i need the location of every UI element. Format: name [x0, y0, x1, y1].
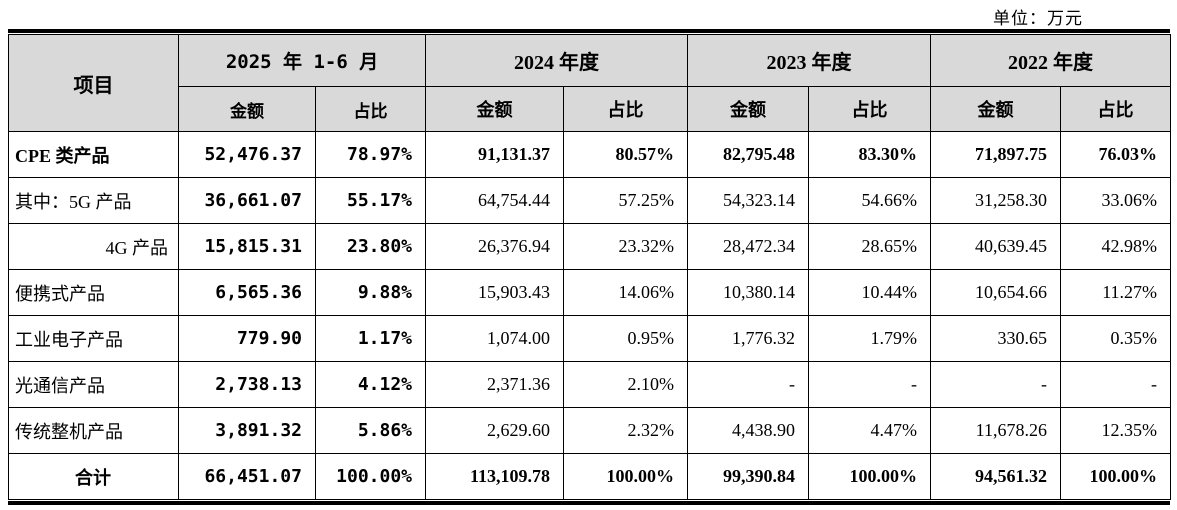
table-row-total: 合计 66,451.07 100.00% 113,109.78 100.00% …	[8, 453, 1172, 500]
subheader-amount-2025: 金额	[178, 86, 316, 132]
row-label: 工业电子产品	[8, 315, 179, 362]
table-cell: 42.98%	[1060, 223, 1172, 270]
table-cell: 78.97%	[314, 131, 427, 178]
table-cell: 1.79%	[808, 315, 932, 362]
header-period-2024: 2024 年度	[425, 34, 689, 87]
revenue-table-container: 项目 2025 年 1-6 月 2024 年度 2023 年度 2022 年度 …	[8, 29, 1172, 505]
table-cell: 11.27%	[1060, 269, 1172, 316]
product-revenue-table: 项目 2025 年 1-6 月 2024 年度 2023 年度 2022 年度 …	[8, 34, 1172, 500]
subheader-amount-2023: 金额	[687, 86, 810, 132]
table-cell: 2.32%	[563, 407, 689, 454]
table-cell: 80.57%	[563, 131, 689, 178]
subheader-amount-2024: 金额	[425, 86, 565, 132]
table-cell: 12.35%	[1060, 407, 1172, 454]
header-period-2022: 2022 年度	[930, 34, 1172, 87]
table-row-optical: 光通信产品 2,738.13 4.12% 2,371.36 2.10% - - …	[8, 361, 1172, 408]
table-cell: 15,903.43	[425, 269, 565, 316]
table-cell: 23.32%	[563, 223, 689, 270]
table-cell: 54.66%	[808, 177, 932, 224]
table-cell: 10,654.66	[930, 269, 1062, 316]
table-cell: 54,323.14	[687, 177, 810, 224]
table-cell: 82,795.48	[687, 131, 810, 178]
table-cell: 2.10%	[563, 361, 689, 408]
table-cell: 100.00%	[1060, 453, 1172, 500]
subheader-ratio-2025: 占比	[314, 86, 427, 132]
table-cell: -	[687, 361, 810, 408]
table-row-portable: 便携式产品 6,565.36 9.88% 15,903.43 14.06% 10…	[8, 269, 1172, 316]
header-period-2025: 2025 年 1-6 月	[177, 34, 427, 87]
unit-label: 单位：万元	[993, 9, 1083, 28]
table-cell: 64,754.44	[425, 177, 565, 224]
row-label: 4G 产品	[8, 223, 179, 270]
table-cell: 28.65%	[808, 223, 932, 270]
table-cell: 0.95%	[563, 315, 689, 362]
table-cell: 40,639.45	[930, 223, 1062, 270]
table-cell: 10.44%	[808, 269, 932, 316]
table-cell: 4.12%	[314, 361, 427, 408]
table-cell: 15,815.31	[178, 223, 316, 270]
table-cell: 5.86%	[314, 407, 427, 454]
header-period-2023: 2023 年度	[687, 34, 932, 87]
table-cell: 1,074.00	[425, 315, 565, 362]
table-cell: 11,678.26	[930, 407, 1062, 454]
table-cell: 1.17%	[314, 315, 427, 362]
table-row-industrial: 工业电子产品 779.90 1.17% 1,074.00 0.95% 1,776…	[8, 315, 1172, 362]
table-cell: 2,629.60	[425, 407, 565, 454]
table-cell: 330.65	[930, 315, 1062, 362]
table-cell: 2,738.13	[178, 361, 316, 408]
table-row-5g: 其中：5G 产品 36,661.07 55.17% 64,754.44 57.2…	[8, 177, 1172, 224]
table-cell: 91,131.37	[425, 131, 565, 178]
table-cell: 1,776.32	[687, 315, 810, 362]
table-cell: 14.06%	[563, 269, 689, 316]
table-row-traditional: 传统整机产品 3,891.32 5.86% 2,629.60 2.32% 4,4…	[8, 407, 1172, 454]
table-cell: 31,258.30	[930, 177, 1062, 224]
table-cell: 4.47%	[808, 407, 932, 454]
table-cell: 9.88%	[314, 269, 427, 316]
header-measure-row: 金额 占比 金额 占比 金额 占比 金额 占比	[9, 86, 1172, 132]
table-cell: 779.90	[178, 315, 316, 362]
table-cell: 55.17%	[314, 177, 427, 224]
table-cell: 33.06%	[1060, 177, 1172, 224]
table-cell: 10,380.14	[687, 269, 810, 316]
table-cell: -	[808, 361, 932, 408]
table-cell: 83.30%	[808, 131, 932, 178]
table-cell: 100.00%	[808, 453, 932, 500]
table-cell: 3,891.32	[178, 407, 316, 454]
subheader-ratio-2023: 占比	[808, 86, 932, 132]
subheader-amount-2022: 金额	[930, 86, 1062, 132]
subheader-ratio-2024: 占比	[563, 86, 689, 132]
table-row-4g: 4G 产品 15,815.31 23.80% 26,376.94 23.32% …	[8, 223, 1172, 270]
table-row-cpe: CPE 类产品 52,476.37 78.97% 91,131.37 80.57…	[8, 131, 1172, 178]
table-cell: 57.25%	[563, 177, 689, 224]
table-cell: 23.80%	[314, 223, 427, 270]
table-cell: 0.35%	[1060, 315, 1172, 362]
table-cell: 26,376.94	[425, 223, 565, 270]
table-cell: 100.00%	[563, 453, 689, 500]
table-cell: 71,897.75	[930, 131, 1062, 178]
table-cell: -	[930, 361, 1062, 408]
table-cell: 52,476.37	[178, 131, 316, 178]
row-label: 合计	[8, 453, 179, 500]
row-label: 便携式产品	[8, 269, 179, 316]
row-label: CPE 类产品	[8, 131, 179, 178]
header-period-row: 项目 2025 年 1-6 月 2024 年度 2023 年度 2022 年度	[8, 34, 1172, 132]
row-label: 其中：5G 产品	[8, 177, 179, 224]
row-label: 光通信产品	[8, 361, 179, 408]
table-cell: 76.03%	[1060, 131, 1172, 178]
table-cell: 94,561.32	[930, 453, 1062, 500]
row-label: 传统整机产品	[8, 407, 179, 454]
table-cell: 36,661.07	[178, 177, 316, 224]
table-cell: 4,438.90	[687, 407, 810, 454]
header-item: 项目	[8, 34, 179, 132]
table-cell: 100.00%	[314, 453, 427, 500]
table-cell: -	[1060, 361, 1172, 408]
table-cell: 66,451.07	[178, 453, 316, 500]
table-cell: 99,390.84	[687, 453, 810, 500]
subheader-ratio-2022: 占比	[1060, 86, 1172, 132]
table-cell: 6,565.36	[178, 269, 316, 316]
table-cell: 113,109.78	[425, 453, 565, 500]
table-cell: 28,472.34	[687, 223, 810, 270]
table-cell: 2,371.36	[425, 361, 565, 408]
